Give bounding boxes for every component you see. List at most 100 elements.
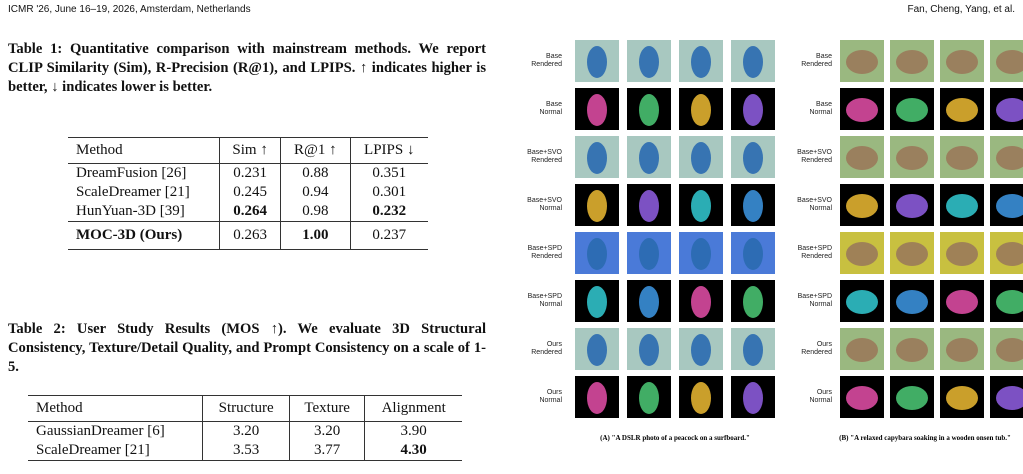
header-row: Method Structure Texture Alignment xyxy=(28,395,462,422)
row-label: Base xyxy=(546,101,562,108)
table-cell: 0.245 xyxy=(219,183,281,202)
table-cell: 3.20 xyxy=(288,421,365,441)
image-content xyxy=(896,98,928,122)
table-cell: 3.77 xyxy=(288,441,365,461)
column-header: LPIPS ↓ xyxy=(349,137,428,164)
image-content xyxy=(743,46,763,78)
table-caption: Table 2: User Study Results (MOS ↑). We … xyxy=(8,321,486,375)
table-row: ScaleDreamer [21] 0.245 0.94 0.301 xyxy=(68,183,428,202)
image-content xyxy=(743,334,763,366)
row-label: Base xyxy=(816,101,832,108)
table-cell: 0.232 xyxy=(349,202,428,222)
table-row: ScaleDreamer [21] 3.53 3.77 4.30 xyxy=(28,441,462,461)
column-header: R@1 ↑ xyxy=(280,137,351,164)
table-cell: 0.94 xyxy=(280,183,351,202)
image-content xyxy=(996,338,1023,362)
image-content xyxy=(946,290,978,314)
image-content xyxy=(587,334,607,366)
image-content xyxy=(896,50,928,74)
row-label: Normal xyxy=(539,301,562,308)
table-cell: 1.00 xyxy=(280,221,351,250)
table-cell: 0.88 xyxy=(280,163,351,183)
image-content xyxy=(587,382,607,414)
table: Method Structure Texture Alignment GaussianD… xyxy=(28,395,462,461)
image-content xyxy=(639,142,659,174)
image-content xyxy=(946,50,978,74)
image-content xyxy=(946,338,978,362)
table-row: MOC-3D (Ours) 0.263 1.00 0.237 xyxy=(68,221,428,250)
table-cell: DreamFusion [26] xyxy=(76,165,187,181)
figure: BaseRenderedBaseNormalBase+SVORenderedBa… xyxy=(527,40,1023,442)
table-caption: Table 1: Quantitative comparison with ma… xyxy=(8,41,486,95)
column-header: Texture xyxy=(288,395,365,422)
image-content xyxy=(846,98,878,122)
image-content xyxy=(587,286,607,318)
image-content xyxy=(846,194,878,218)
row-label: Normal xyxy=(809,109,832,116)
image-content xyxy=(846,146,878,170)
table-cell: 0.231 xyxy=(219,163,281,183)
row-label: Base+SPD xyxy=(528,245,562,252)
image-content xyxy=(846,50,878,74)
image-content xyxy=(587,142,607,174)
image-content xyxy=(896,386,928,410)
row-label: Normal xyxy=(809,301,832,308)
image-content xyxy=(896,290,928,314)
image-content xyxy=(996,194,1023,218)
column-header: Structure xyxy=(202,395,290,422)
table-cell: 0.301 xyxy=(349,183,428,202)
row-label: Normal xyxy=(809,205,832,212)
table-cell: ScaleDreamer [21] xyxy=(76,184,190,200)
image-content xyxy=(996,242,1023,266)
row-label: Rendered xyxy=(531,61,562,68)
table-row: GaussianDreamer [6] 3.20 3.20 3.90 xyxy=(28,421,462,441)
image-content xyxy=(639,382,659,414)
running-header: Fan, Cheng, Yang, et al. xyxy=(907,4,1015,15)
table-cell: 0.263 xyxy=(219,221,281,250)
column-header: Sim ↑ xyxy=(219,137,281,164)
row-label: Normal xyxy=(539,397,562,404)
row-label: Rendered xyxy=(801,349,832,356)
image-content xyxy=(743,286,763,318)
row-label: Ours xyxy=(547,341,563,348)
image-content xyxy=(639,190,659,222)
row-label: Normal xyxy=(539,205,562,212)
row-label: Base xyxy=(546,53,562,60)
figure-caption: (A) "A DSLR photo of a peacock on a surf… xyxy=(600,434,750,442)
image-content xyxy=(946,242,978,266)
row-label: Base+SPD xyxy=(798,245,832,252)
row-label: Base+SVO xyxy=(797,149,832,156)
image-content xyxy=(691,94,711,126)
image-content xyxy=(996,146,1023,170)
image-content xyxy=(743,190,763,222)
image-content xyxy=(946,194,978,218)
column-header: Method xyxy=(28,395,203,422)
table-cell: 3.53 xyxy=(202,441,290,461)
column-header: Method xyxy=(68,137,220,164)
row-label: Ours xyxy=(817,341,833,348)
image-content xyxy=(691,190,711,222)
table-cell: 0.351 xyxy=(349,163,428,183)
image-content xyxy=(946,386,978,410)
table-cell: 0.98 xyxy=(280,202,351,222)
table-cell: 0.237 xyxy=(349,221,428,250)
row-label: Base+SVO xyxy=(527,149,562,156)
image-content xyxy=(639,46,659,78)
row-label: Rendered xyxy=(801,157,832,164)
table-cell: GaussianDreamer [6] xyxy=(36,423,165,439)
row-label: Ours xyxy=(817,389,833,396)
image-content xyxy=(846,290,878,314)
image-content xyxy=(996,290,1023,314)
image-content xyxy=(946,146,978,170)
row-label: Ours xyxy=(547,389,563,396)
image-content xyxy=(896,194,928,218)
row-label: Rendered xyxy=(531,157,562,164)
image-content xyxy=(743,142,763,174)
image-content xyxy=(743,94,763,126)
row-label: Rendered xyxy=(531,253,562,260)
header-row: Method Sim ↑ R@1 ↑ LPIPS ↓ xyxy=(68,137,428,164)
image-content xyxy=(996,98,1023,122)
table-cell: 3.20 xyxy=(202,421,290,441)
row-label: Normal xyxy=(539,109,562,116)
image-content xyxy=(639,334,659,366)
